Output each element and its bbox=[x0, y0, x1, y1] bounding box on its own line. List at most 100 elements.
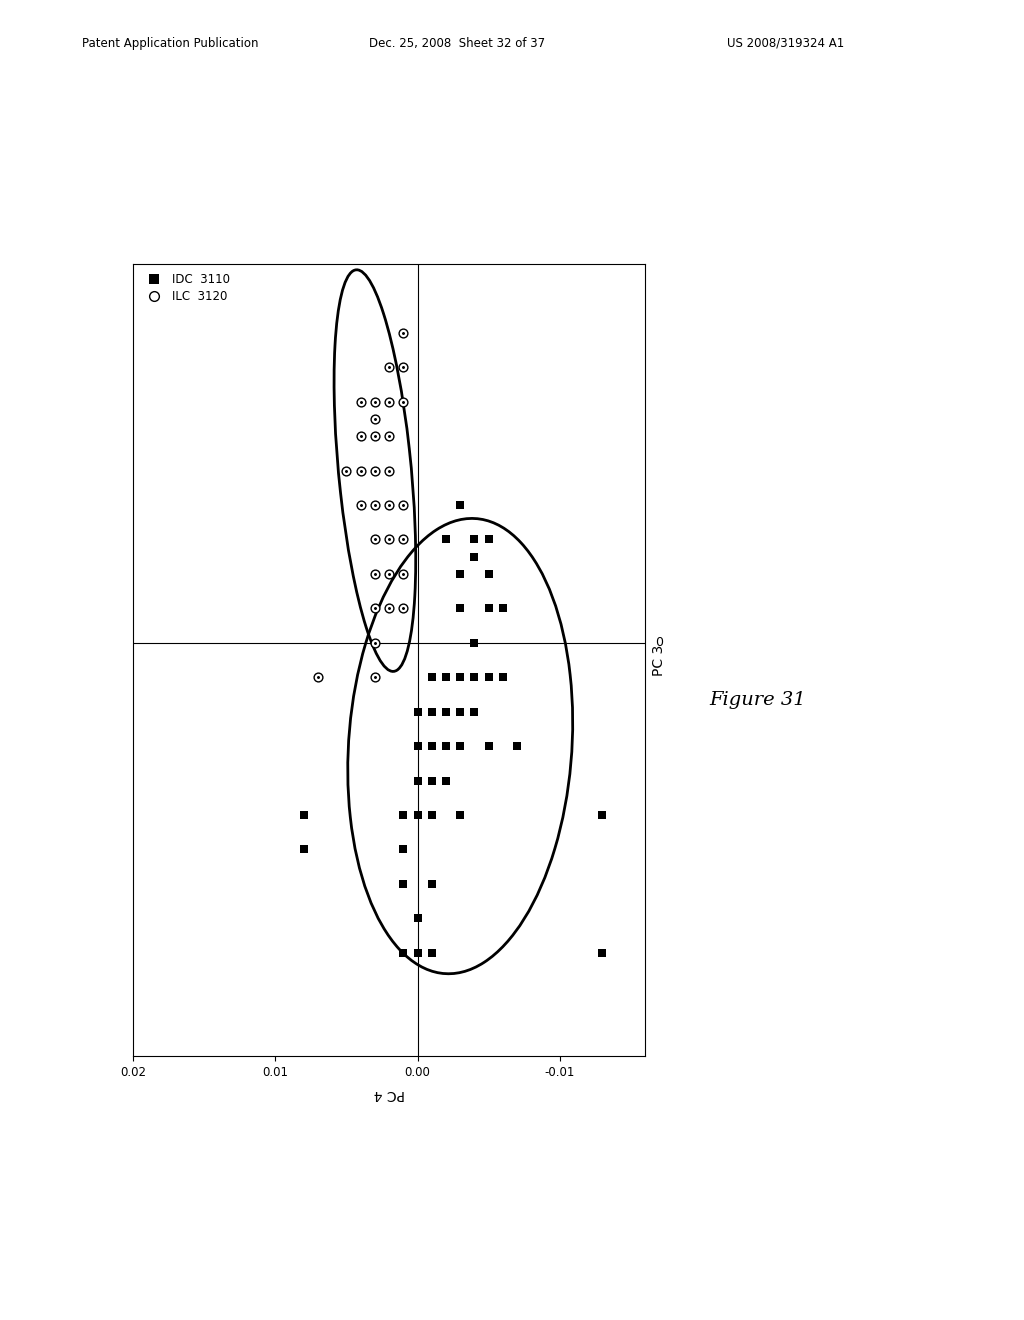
Point bbox=[352, 495, 369, 516]
Point bbox=[310, 667, 327, 688]
Point bbox=[410, 804, 426, 825]
Point bbox=[338, 461, 354, 482]
Point bbox=[381, 356, 397, 378]
Point bbox=[367, 425, 383, 446]
Point bbox=[367, 461, 383, 482]
Point bbox=[381, 461, 397, 482]
Point bbox=[466, 701, 482, 722]
Point bbox=[395, 874, 412, 895]
Point bbox=[395, 942, 412, 964]
Point bbox=[424, 770, 440, 791]
Point bbox=[352, 425, 369, 446]
Point bbox=[381, 461, 397, 482]
Point bbox=[367, 391, 383, 412]
Point bbox=[367, 425, 383, 446]
Point bbox=[410, 735, 426, 756]
Point bbox=[367, 632, 383, 653]
Point bbox=[395, 391, 412, 412]
Point bbox=[395, 356, 412, 378]
Point bbox=[395, 356, 412, 378]
Point bbox=[381, 495, 397, 516]
Point bbox=[367, 461, 383, 482]
Point bbox=[352, 391, 369, 412]
Point bbox=[395, 598, 412, 619]
Text: Figure 31: Figure 31 bbox=[710, 690, 806, 709]
Point bbox=[367, 529, 383, 550]
Point bbox=[381, 529, 397, 550]
Point bbox=[410, 770, 426, 791]
Text: Dec. 25, 2008  Sheet 32 of 37: Dec. 25, 2008 Sheet 32 of 37 bbox=[369, 37, 545, 50]
Point bbox=[452, 735, 468, 756]
Point bbox=[367, 564, 383, 585]
Point bbox=[480, 598, 497, 619]
Point bbox=[367, 632, 383, 653]
Point bbox=[310, 667, 327, 688]
Point bbox=[466, 667, 482, 688]
X-axis label: PC 4: PC 4 bbox=[374, 1088, 404, 1101]
Point bbox=[395, 838, 412, 859]
Point bbox=[395, 495, 412, 516]
Point bbox=[395, 598, 412, 619]
Text: Patent Application Publication: Patent Application Publication bbox=[82, 37, 258, 50]
Point bbox=[424, 735, 440, 756]
Point bbox=[352, 425, 369, 446]
Point bbox=[410, 942, 426, 964]
Point bbox=[395, 564, 412, 585]
Point bbox=[296, 804, 312, 825]
Point bbox=[367, 598, 383, 619]
Point bbox=[509, 735, 525, 756]
Point bbox=[338, 461, 354, 482]
Point bbox=[438, 770, 455, 791]
Point bbox=[381, 425, 397, 446]
Point bbox=[381, 356, 397, 378]
Point bbox=[480, 529, 497, 550]
Point bbox=[452, 667, 468, 688]
Point bbox=[594, 804, 610, 825]
Point bbox=[495, 598, 511, 619]
Point bbox=[367, 408, 383, 429]
Point bbox=[410, 908, 426, 929]
Point bbox=[381, 529, 397, 550]
Point bbox=[466, 529, 482, 550]
Point bbox=[480, 735, 497, 756]
Point bbox=[410, 701, 426, 722]
Point bbox=[395, 322, 412, 343]
Point bbox=[395, 529, 412, 550]
Point bbox=[452, 598, 468, 619]
Point bbox=[381, 425, 397, 446]
Point bbox=[466, 546, 482, 568]
Point bbox=[381, 391, 397, 412]
Point bbox=[352, 461, 369, 482]
Text: US 2008/319324 A1: US 2008/319324 A1 bbox=[727, 37, 845, 50]
Point bbox=[352, 495, 369, 516]
Point bbox=[466, 632, 482, 653]
Point bbox=[367, 564, 383, 585]
Text: 0: 0 bbox=[655, 636, 664, 649]
Point bbox=[367, 408, 383, 429]
Point bbox=[395, 529, 412, 550]
Point bbox=[367, 598, 383, 619]
Point bbox=[452, 804, 468, 825]
Point bbox=[367, 391, 383, 412]
Point bbox=[395, 495, 412, 516]
Point bbox=[452, 495, 468, 516]
Point bbox=[367, 495, 383, 516]
Point bbox=[452, 701, 468, 722]
Point bbox=[424, 667, 440, 688]
Point bbox=[381, 391, 397, 412]
Point bbox=[367, 495, 383, 516]
Point bbox=[438, 529, 455, 550]
Point bbox=[381, 495, 397, 516]
Point bbox=[395, 564, 412, 585]
Point bbox=[452, 564, 468, 585]
Point bbox=[424, 874, 440, 895]
Point bbox=[594, 942, 610, 964]
Point bbox=[367, 667, 383, 688]
Point bbox=[495, 667, 511, 688]
Point bbox=[367, 529, 383, 550]
Point bbox=[352, 461, 369, 482]
Point bbox=[480, 667, 497, 688]
Point bbox=[424, 942, 440, 964]
Point bbox=[296, 838, 312, 859]
Point bbox=[395, 322, 412, 343]
